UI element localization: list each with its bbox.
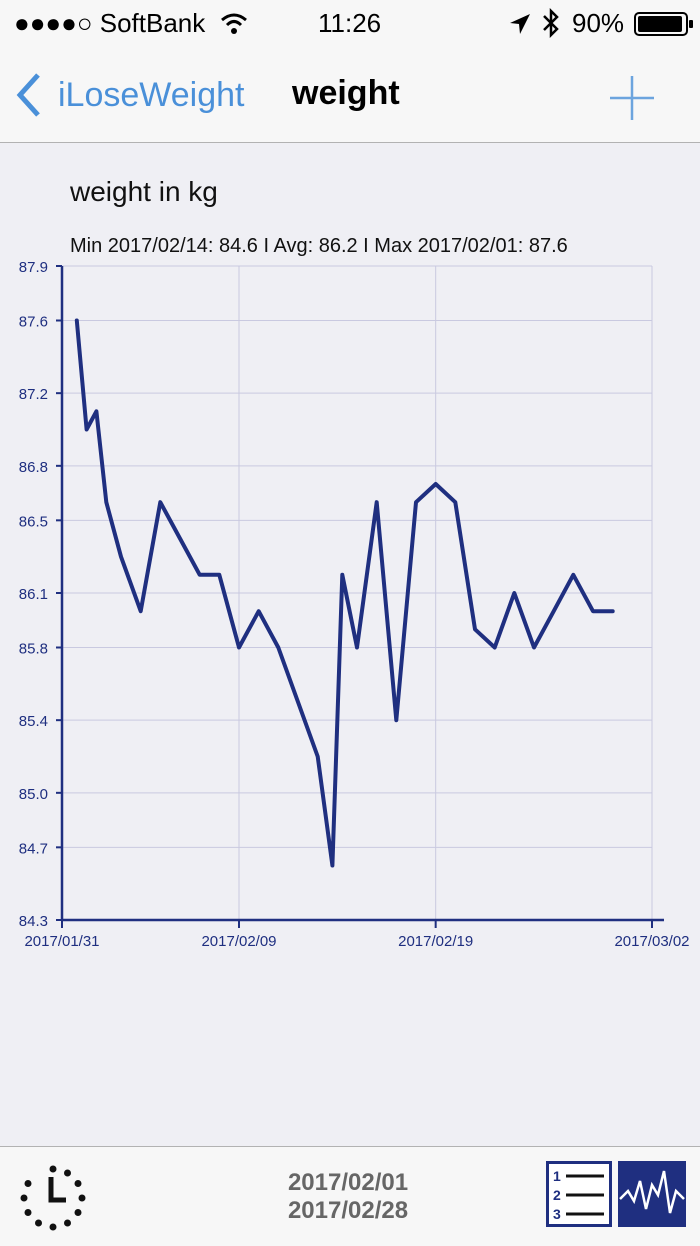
- y-tick-label: 85.0: [19, 786, 48, 803]
- page-title: weight: [292, 74, 400, 112]
- y-tick-label: 85.4: [19, 713, 48, 730]
- list-view-button[interactable]: 1 2 3: [546, 1161, 612, 1227]
- weight-series-line: [74, 318, 615, 868]
- chevron-left-icon: [16, 73, 40, 117]
- x-tick-label: 2017/03/02: [614, 933, 689, 950]
- svg-text:2: 2: [553, 1187, 561, 1203]
- chart-title: weight in kg: [70, 176, 218, 207]
- chart-stats: Min 2017/02/14: 84.6 I Avg: 86.2 I Max 2…: [70, 235, 568, 257]
- y-tick-label: 86.5: [19, 513, 48, 530]
- y-tick-label: 84.3: [19, 913, 48, 930]
- battery-percent: 90%: [572, 8, 625, 38]
- status-bar: ●●●●○ SoftBank 11:26 90%: [0, 0, 700, 48]
- add-button[interactable]: [606, 72, 658, 124]
- svg-text:1: 1: [553, 1168, 561, 1184]
- y-tick-label: 86.8: [19, 459, 48, 476]
- clock-time: 11:26: [318, 8, 382, 38]
- svg-text:3: 3: [553, 1206, 561, 1222]
- x-tick-label: 2017/01/31: [24, 933, 99, 950]
- y-tick-label: 87.6: [19, 314, 48, 331]
- history-clock-button[interactable]: [18, 1163, 88, 1233]
- graph-view-button[interactable]: [618, 1161, 686, 1227]
- x-tick-label: 2017/02/19: [398, 933, 473, 950]
- y-tick-label: 84.7: [19, 840, 48, 857]
- wifi-icon: [221, 13, 247, 34]
- range-end: 2017/02/28: [287, 1197, 409, 1224]
- x-tick-label: 2017/02/09: [201, 933, 276, 950]
- battery-icon: [634, 12, 693, 36]
- date-range: 2017/02/01 2017/02/28: [248, 1169, 448, 1225]
- bluetooth-icon: [543, 8, 559, 38]
- y-tick-label: 86.1: [19, 586, 48, 603]
- weight-chart: 84.3 84.7 85.0 85.4 85.8 86.1 86.5 86.8 87.2 87.6…: [19, 259, 690, 950]
- back-label: iLoseWeight: [58, 75, 245, 114]
- location-arrow-icon: [510, 14, 530, 34]
- bottom-toolbar: 2017/02/01 2017/02/28 1 2 3: [0, 1146, 700, 1246]
- y-tick-label: 85.8: [19, 641, 48, 658]
- y-tick-label: 87.2: [19, 386, 48, 403]
- nav-bar: iLoseWeight weight: [0, 48, 700, 143]
- back-button[interactable]: iLoseWeight: [14, 70, 245, 120]
- y-tick-label: 87.9: [19, 259, 48, 276]
- range-start: 2017/02/01: [287, 1169, 409, 1196]
- carrier-label: ●●●●○ SoftBank: [14, 8, 206, 38]
